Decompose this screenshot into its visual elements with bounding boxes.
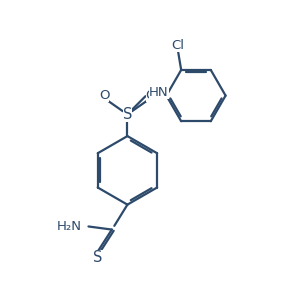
Text: O: O [146,89,156,102]
Text: O: O [99,89,109,102]
Text: Cl: Cl [172,39,184,52]
Text: HN: HN [149,86,169,99]
Text: S: S [123,107,132,122]
Text: S: S [93,250,102,265]
Text: H₂N: H₂N [57,220,82,233]
